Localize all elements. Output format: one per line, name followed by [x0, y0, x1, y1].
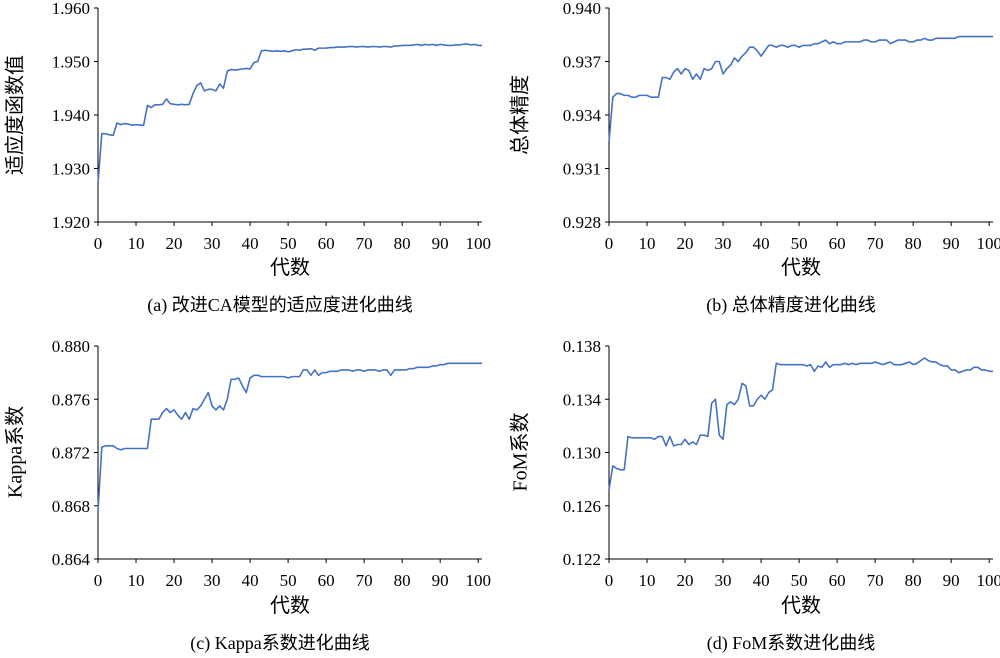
chart-panel: 0.122 0.126 0.130 0.134 0.138 0 10 20 30 40 50 60 70… [509, 337, 1000, 654]
series-line [97, 362, 482, 512]
x-tick-label: 100 [465, 571, 491, 590]
x-tick-label: 0 [605, 571, 614, 590]
chart-panel: 0.864 0.868 0.872 0.876 0.880 0 10 20 30 40 50 60 70… [4, 337, 491, 654]
y-tick-label: 1.930 [52, 160, 90, 179]
y-tick-label: 0.134 [563, 390, 602, 409]
y-tick-label: 0.880 [52, 337, 90, 356]
y-axis-title: Kappa系数 [4, 406, 27, 498]
x-axis-title: 代数 [781, 594, 821, 617]
x-tick-label: 0 [94, 571, 103, 590]
y-tick-label: 0.138 [563, 337, 601, 356]
chart-panel: 1.920 1.930 1.940 1.950 1.960 0 10 20 30 40 50 60 70… [4, 0, 491, 316]
y-axis-title: FoM系数 [509, 413, 532, 492]
y-tick-label: 0.126 [563, 497, 601, 516]
y-tick-label: 1.950 [52, 53, 90, 72]
y-axis-title: 适应度函数值 [4, 55, 27, 175]
y-tick-label: 0.940 [563, 0, 601, 18]
x-tick-label: 70 [356, 571, 373, 590]
x-tick-label: 90 [943, 571, 960, 590]
y-tick-label: 0.864 [52, 550, 91, 569]
x-tick-label: 40 [753, 571, 770, 590]
x-tick-label: 30 [715, 234, 732, 253]
x-tick-label: 80 [394, 571, 411, 590]
x-tick-label: 0 [605, 234, 614, 253]
x-tick-label: 10 [639, 234, 656, 253]
series-line [608, 357, 993, 490]
x-tick-label: 50 [280, 234, 297, 253]
y-axis-title: 总体精度 [509, 75, 532, 155]
x-tick-label: 40 [242, 571, 259, 590]
x-tick-label: 20 [166, 571, 183, 590]
x-tick-label: 100 [976, 571, 1000, 590]
x-tick-label: 20 [677, 571, 694, 590]
x-tick-label: 100 [976, 234, 1000, 253]
x-tick-label: 50 [791, 571, 808, 590]
x-tick-label: 100 [465, 234, 491, 253]
x-tick-label: 90 [943, 234, 960, 253]
series-line [97, 43, 482, 184]
x-tick-label: 60 [318, 234, 335, 253]
x-tick-label: 30 [204, 571, 221, 590]
x-tick-label: 80 [905, 571, 922, 590]
x-tick-label: 0 [94, 234, 103, 253]
x-tick-label: 40 [242, 234, 259, 253]
x-tick-label: 10 [128, 234, 145, 253]
x-tick-label: 40 [753, 234, 770, 253]
y-tick-label: 1.940 [52, 106, 90, 125]
x-tick-label: 60 [829, 571, 846, 590]
chart-caption: (a) 改进CA模型的适应度进化曲线 [147, 295, 412, 316]
chart-caption: (d) FoM系数进化曲线 [707, 633, 876, 654]
x-tick-label: 10 [639, 571, 656, 590]
x-axis-title: 代数 [270, 256, 310, 279]
y-tick-label: 0.934 [563, 106, 602, 125]
y-tick-label: 0.122 [563, 550, 601, 569]
series-line [608, 35, 993, 142]
chart-panel: 0.928 0.931 0.934 0.937 0.940 0 10 20 30 40 50 60 70… [509, 0, 1000, 316]
x-tick-label: 80 [905, 234, 922, 253]
x-tick-label: 70 [867, 571, 884, 590]
x-tick-label: 50 [791, 234, 808, 253]
x-tick-label: 60 [829, 234, 846, 253]
y-tick-label: 0.130 [563, 444, 601, 463]
x-tick-label: 50 [280, 571, 297, 590]
x-tick-label: 90 [432, 234, 449, 253]
y-tick-label: 0.931 [563, 160, 601, 179]
x-tick-label: 80 [394, 234, 411, 253]
y-tick-label: 0.872 [52, 444, 90, 463]
y-tick-label: 1.920 [52, 213, 90, 232]
chart-caption: (b) 总体精度进化曲线 [706, 295, 876, 316]
x-axis-title: 代数 [270, 594, 310, 617]
x-tick-label: 30 [204, 234, 221, 253]
x-tick-label: 60 [318, 571, 335, 590]
y-tick-label: 0.928 [563, 213, 601, 232]
y-tick-label: 0.937 [563, 53, 602, 72]
y-tick-label: 0.868 [52, 497, 90, 516]
x-tick-label: 20 [166, 234, 183, 253]
y-tick-label: 1.960 [52, 0, 90, 18]
x-tick-label: 70 [867, 234, 884, 253]
x-axis-title: 代数 [781, 256, 821, 279]
x-tick-label: 10 [128, 571, 145, 590]
x-tick-label: 20 [677, 234, 694, 253]
chart-caption: (c) Kappa系数进化曲线 [190, 633, 369, 654]
x-tick-label: 70 [356, 234, 373, 253]
x-tick-label: 30 [715, 571, 732, 590]
x-tick-label: 90 [432, 571, 449, 590]
y-tick-label: 0.876 [52, 390, 90, 409]
